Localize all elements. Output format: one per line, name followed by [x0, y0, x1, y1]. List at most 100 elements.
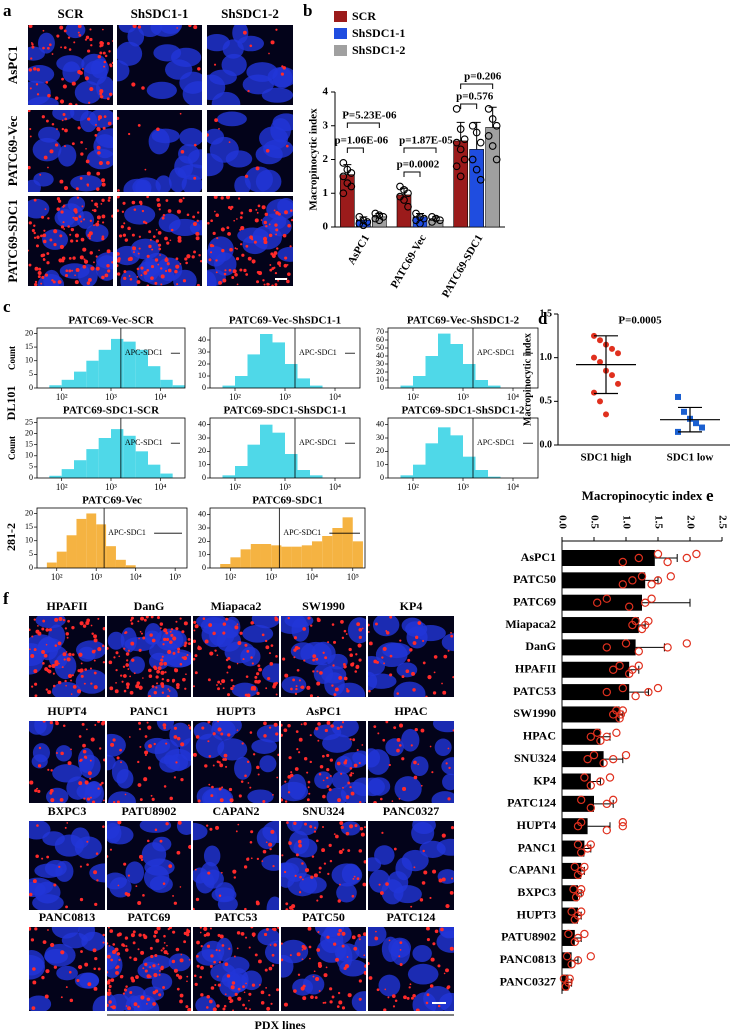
y-tick-label: 20	[198, 446, 206, 455]
red-dot	[346, 956, 349, 958]
red-dot	[333, 833, 336, 836]
red-dot	[257, 204, 261, 208]
red-dot	[155, 675, 159, 679]
red-dot	[41, 975, 45, 980]
red-dot	[169, 640, 173, 644]
red-dot	[78, 33, 82, 37]
red-dot	[289, 245, 292, 248]
nucleus	[132, 177, 161, 192]
histogram-bar	[172, 385, 185, 388]
red-dot	[28, 68, 32, 72]
red-dot	[273, 209, 276, 212]
histogram-bar	[240, 549, 251, 568]
data-point	[468, 155, 477, 164]
red-dot	[156, 927, 161, 931]
red-dot	[86, 840, 89, 843]
red-dot	[441, 877, 446, 882]
data-point	[569, 885, 578, 894]
red-dot	[349, 785, 352, 789]
red-dot	[325, 776, 329, 780]
red-dot	[183, 656, 188, 661]
nucleus	[168, 953, 191, 972]
red-dot	[40, 282, 43, 285]
red-dot	[426, 938, 430, 942]
red-dot	[60, 751, 64, 756]
red-dot	[212, 1007, 217, 1011]
red-dot	[96, 127, 101, 132]
data-point	[586, 781, 596, 790]
red-dot	[252, 687, 257, 691]
cell-line-label: PATC53	[215, 910, 258, 924]
red-dot	[361, 744, 364, 746]
data-point	[628, 576, 637, 585]
histogram-bar	[260, 334, 273, 388]
data-point	[663, 557, 672, 567]
red-dot	[409, 648, 413, 652]
red-dot	[396, 692, 400, 695]
red-dot	[126, 682, 130, 686]
red-dot	[331, 623, 335, 626]
red-dot	[343, 676, 348, 681]
nucleus	[393, 885, 422, 904]
nucleus	[207, 34, 230, 52]
histogram-bar	[463, 456, 476, 478]
histogram-title: PATC69-SDC1	[252, 495, 322, 507]
nucleus	[77, 747, 95, 773]
red-dot	[137, 25, 142, 29]
red-dot	[239, 268, 243, 272]
red-dot	[185, 673, 187, 676]
red-dot	[183, 621, 188, 626]
red-dot	[167, 268, 172, 273]
red-dot	[420, 784, 423, 787]
red-dot	[247, 89, 250, 93]
red-dot	[45, 969, 50, 974]
red-dot	[332, 942, 337, 946]
data-point	[476, 175, 485, 184]
red-dot	[413, 760, 417, 765]
red-dot	[66, 657, 71, 662]
red-dot	[143, 270, 148, 275]
red-dot	[228, 947, 231, 950]
red-dot	[301, 958, 304, 961]
red-dot	[137, 252, 140, 255]
red-dot	[149, 946, 153, 950]
red-dot	[271, 953, 275, 957]
red-dot	[142, 677, 144, 679]
red-dot	[95, 255, 98, 258]
red-dot	[246, 760, 250, 764]
red-dot	[256, 270, 260, 274]
red-dot	[102, 126, 106, 130]
red-dot	[71, 269, 74, 272]
nucleus	[107, 872, 127, 890]
red-dot	[153, 742, 156, 746]
red-dot	[339, 725, 343, 729]
red-dot	[319, 895, 323, 899]
x-tick-label: 1.5	[652, 515, 664, 529]
red-dot	[281, 942, 283, 945]
red-dot	[54, 96, 59, 100]
red-dot	[123, 862, 127, 866]
nucleus	[227, 973, 249, 993]
red-dot	[326, 785, 330, 788]
red-dot	[432, 869, 437, 874]
red-dot	[102, 933, 105, 937]
red-dot	[281, 958, 284, 962]
red-dot	[193, 143, 197, 147]
red-dot	[316, 899, 319, 902]
histogram-bar	[106, 546, 116, 568]
red-dot	[420, 728, 425, 733]
red-dot	[432, 691, 437, 695]
red-dot	[240, 931, 245, 936]
red-dot	[296, 748, 299, 751]
red-dot	[249, 840, 253, 844]
red-dot	[254, 675, 258, 679]
red-dot	[41, 627, 45, 631]
red-dot	[358, 761, 361, 765]
y-tick-label: PATC53	[513, 684, 556, 698]
histogram-bar	[61, 469, 74, 478]
red-dot	[217, 687, 221, 691]
red-dot	[273, 943, 277, 947]
red-dot	[44, 994, 49, 999]
red-dot	[252, 753, 256, 756]
red-dot	[210, 986, 215, 990]
